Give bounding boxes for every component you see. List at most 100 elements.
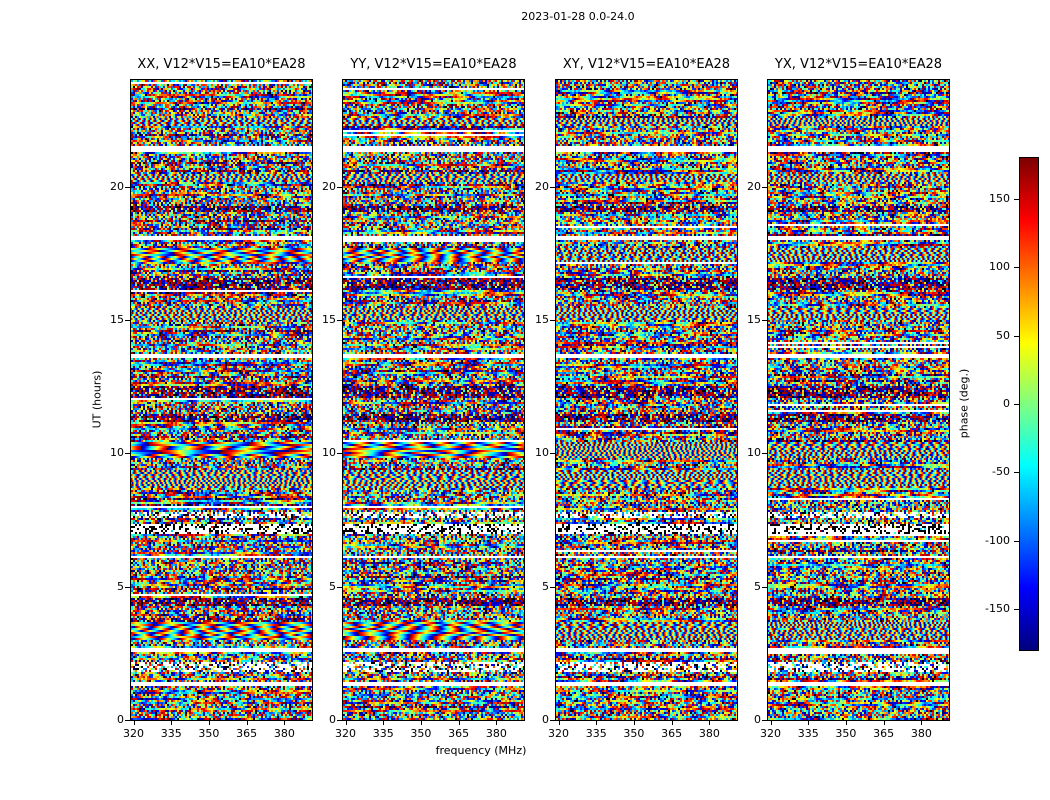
x-tick-label: 350	[623, 727, 645, 740]
colorbar-tick	[1014, 267, 1019, 269]
y-tick	[125, 320, 130, 321]
x-tick-label: 350	[410, 727, 432, 740]
y-tick-label: 5	[329, 579, 336, 593]
y-tick-label: 10	[747, 446, 761, 460]
y-tick-label: 0	[754, 713, 761, 726]
heatmap-yx	[767, 79, 950, 721]
x-tick	[171, 721, 173, 725]
colorbar-tick-label: -150	[985, 602, 1010, 615]
colorbar-tick-label: 0	[1003, 397, 1010, 410]
panel-title-xy: XY, V12*V15=EA10*EA28	[562, 57, 731, 72]
colorbar-tick	[1014, 472, 1019, 474]
x-tick	[596, 721, 598, 725]
colorbar-label: phase (deg.)	[957, 368, 971, 439]
y-tick	[762, 453, 767, 455]
heatmap-xy	[555, 79, 738, 721]
panel-title-xx: XX, V12*V15=EA10*EA28	[137, 57, 306, 72]
x-tick-label: 365	[448, 727, 470, 740]
y-tick-label: 5	[754, 579, 761, 593]
x-tick-label: 350	[835, 727, 857, 740]
y-tick-label: 0	[117, 713, 124, 726]
x-tick	[808, 721, 810, 725]
y-tick-label: 0	[542, 713, 549, 726]
y-tick-label: 15	[747, 313, 761, 326]
x-tick	[246, 721, 248, 725]
y-tick-label: 5	[117, 579, 124, 593]
x-tick-label: 335	[372, 727, 394, 740]
colorbar-tick	[1014, 335, 1019, 337]
x-tick	[208, 721, 210, 725]
x-tick-label: 380	[485, 727, 507, 740]
y-tick	[550, 453, 555, 455]
panel-title-yx: YX, V12*V15=EA10*EA28	[774, 57, 943, 72]
y-tick	[337, 586, 342, 588]
y-tick-label: 10	[322, 446, 336, 460]
colorbar-tick	[1014, 404, 1019, 405]
x-tick-label: 365	[661, 727, 683, 740]
y-tick	[762, 320, 767, 321]
x-tick	[770, 721, 772, 725]
y-tick	[762, 720, 767, 721]
colorbar-tick-label: 100	[989, 260, 1010, 274]
x-tick-label: 380	[910, 727, 932, 740]
panel-title-yy: YY, V12*V15=EA10*EA28	[350, 57, 517, 72]
colorbar	[1019, 157, 1039, 651]
x-tick-label: 350	[198, 727, 220, 740]
x-tick-label: 320	[123, 727, 144, 740]
colorbar-tick-label: -100	[985, 533, 1010, 547]
y-tick	[337, 453, 342, 455]
colorbar-tick	[1014, 540, 1019, 542]
y-tick-label: 15	[535, 313, 549, 326]
y-tick-label: 20	[322, 179, 336, 193]
colorbar-tick-label: 150	[989, 192, 1010, 205]
figure-title: 2023-01-28 0.0-24.0	[521, 10, 635, 23]
y-tick-label: 15	[322, 313, 336, 326]
x-tick	[558, 721, 560, 725]
x-tick	[671, 721, 673, 725]
colorbar-tick	[1014, 199, 1019, 200]
x-axis-label: frequency (MHz)	[435, 744, 527, 757]
y-tick-label: 5	[542, 579, 549, 593]
x-tick-label: 335	[160, 727, 182, 740]
y-tick-label: 10	[110, 446, 124, 460]
y-axis-label: UT (hours)	[90, 370, 104, 429]
x-tick-label: 365	[873, 727, 895, 740]
x-tick	[496, 721, 498, 725]
x-tick-label: 380	[273, 727, 295, 740]
x-tick	[633, 721, 635, 725]
y-tick	[125, 453, 130, 455]
x-tick-label: 320	[760, 727, 781, 740]
y-tick	[125, 586, 130, 588]
heatmap-xx	[130, 79, 313, 721]
colorbar-tick-label: 50	[996, 328, 1010, 342]
y-tick	[550, 186, 555, 188]
x-tick	[921, 721, 923, 725]
x-tick-label: 320	[548, 727, 569, 740]
x-tick	[709, 721, 711, 725]
y-tick	[762, 586, 767, 588]
x-tick	[883, 721, 885, 725]
y-tick-label: 15	[110, 313, 124, 326]
y-tick	[125, 720, 130, 721]
x-tick	[345, 721, 347, 725]
y-tick	[337, 720, 342, 721]
colorbar-tick-label: -50	[992, 465, 1010, 479]
x-tick-label: 365	[236, 727, 258, 740]
x-tick-label: 320	[335, 727, 356, 740]
colorbar-tick	[1014, 609, 1019, 610]
y-tick-label: 20	[535, 179, 549, 193]
x-tick-label: 380	[698, 727, 720, 740]
x-tick-label: 335	[797, 727, 819, 740]
x-tick	[420, 721, 422, 725]
y-tick-label: 0	[329, 713, 336, 726]
x-tick	[845, 721, 847, 725]
x-tick	[458, 721, 460, 725]
y-tick	[550, 720, 555, 721]
y-tick	[125, 186, 130, 188]
heatmap-yy	[342, 79, 525, 721]
y-tick	[550, 586, 555, 588]
x-tick-label: 335	[585, 727, 607, 740]
y-tick	[337, 186, 342, 188]
x-tick	[133, 721, 135, 725]
